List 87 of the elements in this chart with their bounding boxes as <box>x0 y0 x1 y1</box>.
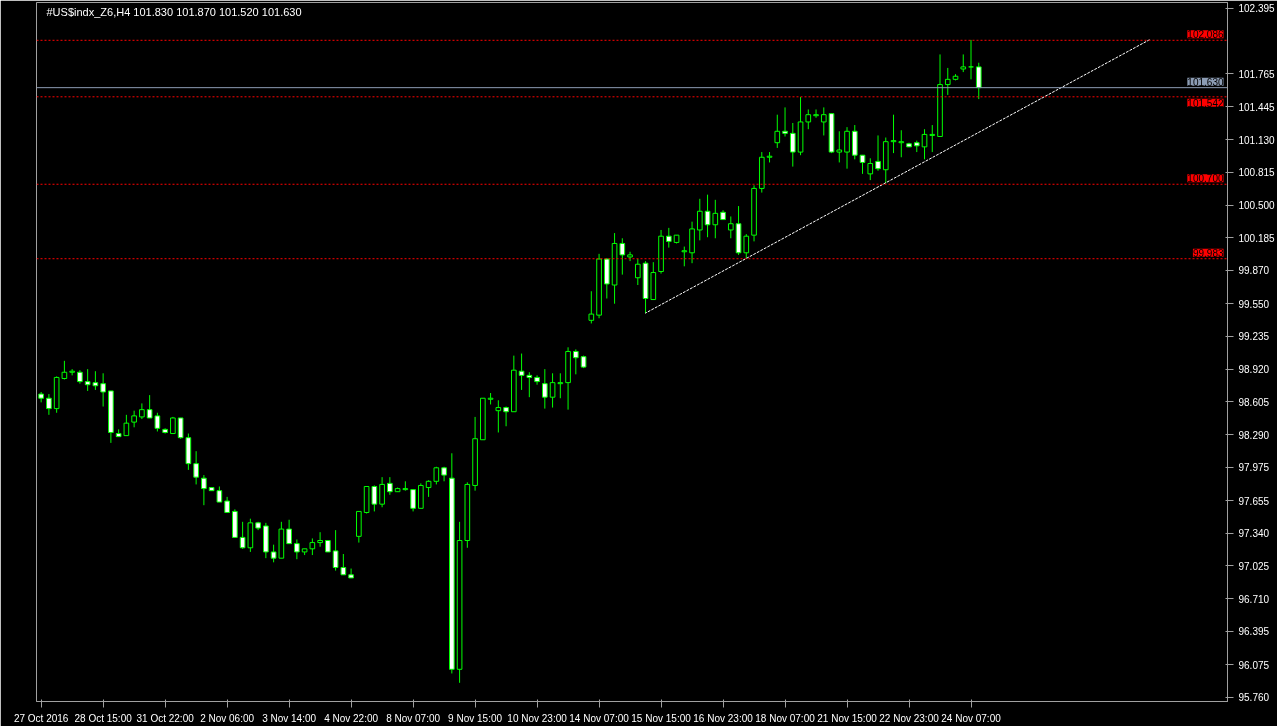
chart-title: #US$indx_Z6,H4 101.830 101.870 101.520 101.630 <box>46 5 302 18</box>
candlestick <box>859 154 866 175</box>
candlestick <box>131 410 137 428</box>
x-tick-label: 4 Nov 22:00 <box>324 712 379 724</box>
candlestick <box>727 215 734 239</box>
candlestick <box>69 368 75 376</box>
candlestick <box>665 227 672 249</box>
x-tick-label: 8 Nov 07:00 <box>386 712 441 724</box>
x-tick-label: 2 Nov 06:00 <box>200 712 255 724</box>
candlestick <box>588 290 595 324</box>
y-tick-label: 97.655 <box>1238 495 1270 507</box>
ref-line-label: 101.630 <box>1187 76 1224 88</box>
x-tick-label: 14 Nov 07:00 <box>569 712 630 724</box>
candlestick <box>518 353 525 391</box>
candlestick <box>193 450 199 485</box>
candlestick <box>789 122 796 168</box>
y-tick-label: 95.760 <box>1238 692 1270 704</box>
candlestick <box>898 129 905 158</box>
candlestick <box>542 368 548 410</box>
candlestick <box>348 568 354 579</box>
ref-line-label: 102.086 <box>1187 29 1224 41</box>
x-tick-label: 9 Nov 15:00 <box>448 712 503 724</box>
ref-line-label: 99.983 <box>1192 247 1224 259</box>
candlestick <box>774 114 781 149</box>
y-tick-label: 97.025 <box>1238 560 1270 572</box>
candlestick <box>875 134 881 172</box>
candlestick <box>379 476 385 508</box>
candlestick <box>851 124 858 160</box>
y-tick-label: 99.870 <box>1238 265 1270 277</box>
candlestick <box>944 67 951 96</box>
y-tick-label: 101.445 <box>1238 101 1276 113</box>
y-tick-label: 99.235 <box>1238 331 1270 343</box>
candlestick <box>782 106 788 137</box>
x-tick-label: 21 Nov 15:00 <box>817 712 878 724</box>
candlestick <box>418 482 424 509</box>
candlestick <box>890 114 897 154</box>
candlestick <box>820 106 827 136</box>
candlestick <box>495 399 502 433</box>
y-tick-label: 96.710 <box>1238 593 1270 605</box>
candlestick <box>805 108 812 130</box>
ref-line-label: 101.542 <box>1187 97 1224 109</box>
ref-line-label: 100.700 <box>1187 173 1224 185</box>
candlestick <box>410 489 416 512</box>
x-tick-label: 24 Nov 07:00 <box>941 712 1002 724</box>
candlestick <box>689 221 695 264</box>
y-tick-label: 97.975 <box>1238 462 1270 474</box>
x-tick-label: 16 Nov 23:00 <box>693 712 754 724</box>
y-tick-label: 102.395 <box>1238 3 1276 15</box>
x-tick-label: 15 Nov 15:00 <box>631 712 692 724</box>
candlestick <box>46 393 52 416</box>
x-tick-label: 10 Nov 23:00 <box>507 712 568 724</box>
y-tick-label: 100.185 <box>1238 232 1276 244</box>
candlestick <box>286 519 292 545</box>
y-tick-label: 100.815 <box>1238 167 1276 179</box>
x-tick-label: 22 Nov 23:00 <box>879 712 940 724</box>
candlestick <box>526 371 533 398</box>
y-tick-label: 96.395 <box>1238 626 1270 638</box>
y-tick-label: 98.290 <box>1238 429 1270 441</box>
y-tick-label: 101.765 <box>1238 68 1276 80</box>
candlestick <box>534 374 540 386</box>
y-tick-label: 98.605 <box>1238 396 1270 408</box>
candlestick <box>573 348 579 375</box>
y-tick-label: 100.500 <box>1238 200 1276 212</box>
candlestick <box>294 538 300 560</box>
candlestick <box>201 474 207 506</box>
candlestick <box>813 108 819 119</box>
candlestick <box>867 157 874 181</box>
candlestick <box>100 372 106 408</box>
x-tick-label: 18 Nov 07:00 <box>755 712 816 724</box>
x-tick-label: 31 Oct 22:00 <box>136 712 195 724</box>
candlestick <box>921 128 928 160</box>
candlestick <box>844 126 850 170</box>
x-tick-label: 27 Oct 2016 <box>13 712 69 724</box>
candlestick <box>634 258 641 286</box>
candlestick <box>177 417 184 440</box>
candlestick <box>681 246 688 267</box>
candlestick <box>929 124 936 153</box>
y-tick-label: 98.920 <box>1238 364 1270 376</box>
y-tick-label: 101.130 <box>1238 134 1276 146</box>
candlestick <box>696 198 703 241</box>
x-tick-label: 28 Oct 15:00 <box>74 712 133 724</box>
x-tick-label: 3 Nov 14:00 <box>262 712 317 724</box>
y-tick-label: 99.550 <box>1238 298 1270 310</box>
candlestick <box>975 62 982 100</box>
y-tick-label: 97.340 <box>1238 528 1270 540</box>
y-tick-label: 96.075 <box>1238 659 1270 671</box>
candlestick <box>317 531 323 548</box>
